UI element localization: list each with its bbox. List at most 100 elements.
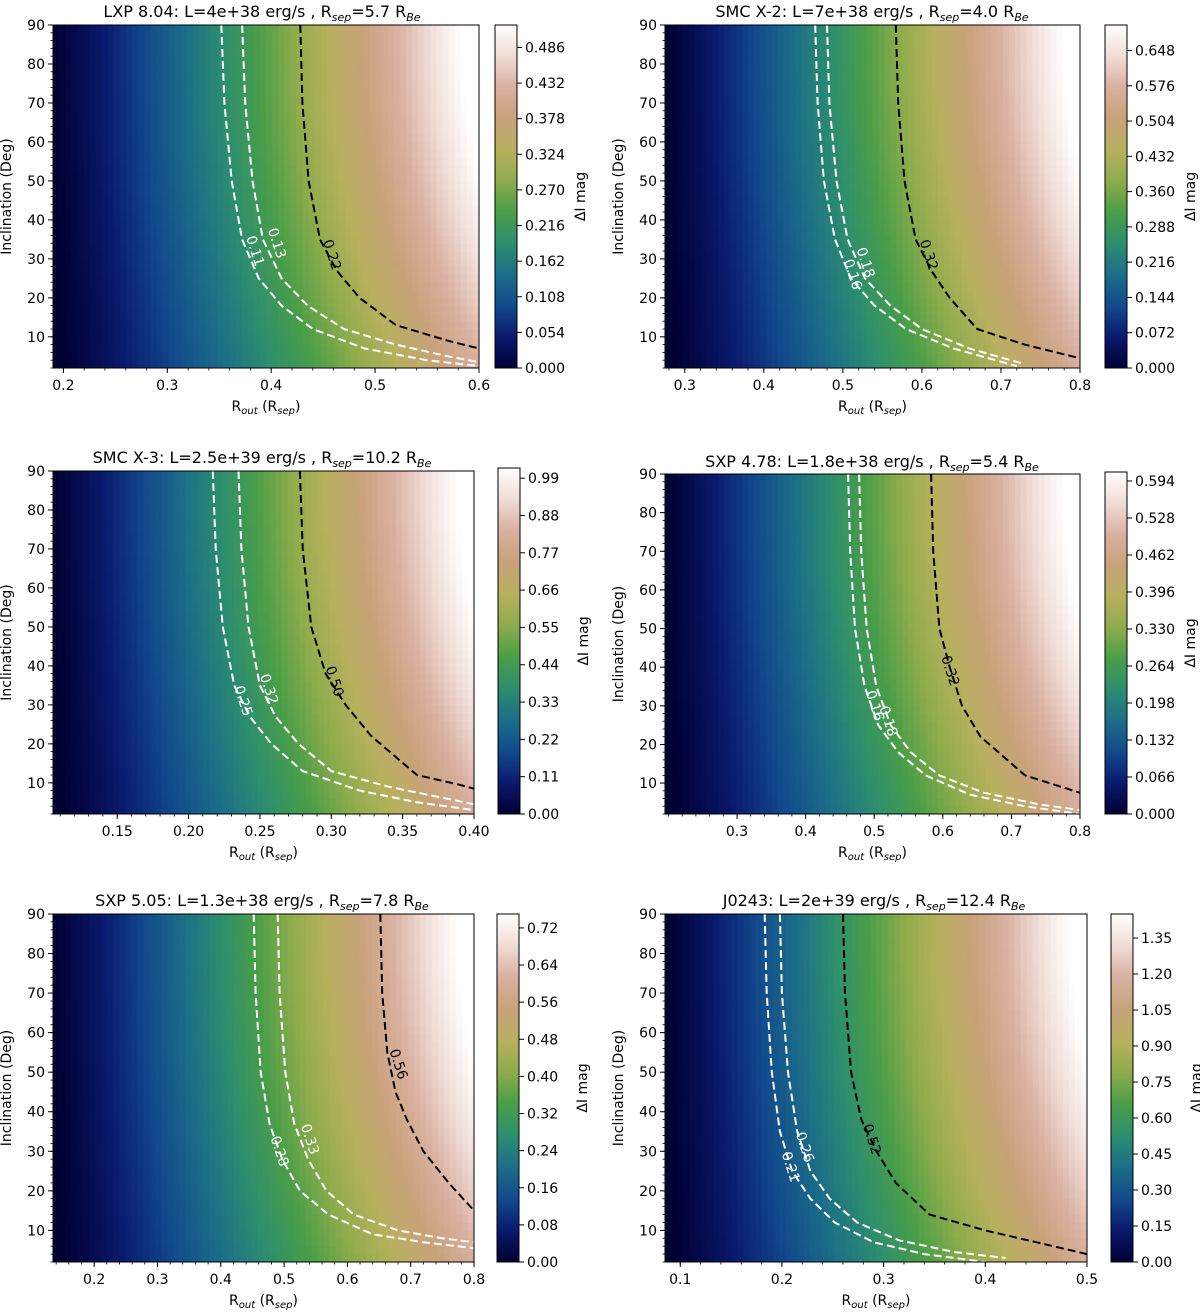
heatmap-cell bbox=[676, 266, 684, 276]
heatmap-cell bbox=[253, 102, 261, 112]
heatmap-cell bbox=[351, 321, 358, 330]
heatmap-cell bbox=[399, 48, 407, 57]
heatmap-cell bbox=[345, 274, 352, 283]
heatmap-cell bbox=[753, 157, 761, 166]
heatmap-cell bbox=[753, 321, 761, 330]
heatmap-cell bbox=[724, 305, 731, 315]
heatmap-cell bbox=[694, 313, 702, 322]
heatmap-cell bbox=[95, 71, 103, 81]
heatmap-cell bbox=[748, 313, 755, 322]
heatmap-cell bbox=[381, 126, 389, 135]
heatmap-cell bbox=[156, 297, 164, 307]
heatmap-cell bbox=[736, 180, 743, 190]
heatmap-cell bbox=[700, 95, 708, 104]
heatmap-cell bbox=[95, 63, 103, 73]
heatmap-image bbox=[53, 25, 479, 368]
heatmap-cell bbox=[771, 25, 779, 34]
heatmap-cell bbox=[211, 360, 218, 368]
heatmap-cell bbox=[235, 134, 243, 143]
heatmap-cell bbox=[351, 118, 358, 127]
heatmap-cell bbox=[706, 305, 714, 315]
heatmap-cell bbox=[186, 336, 194, 346]
heatmap-cell bbox=[472, 40, 479, 49]
heatmap-cell bbox=[742, 227, 749, 237]
heatmap-cell bbox=[736, 126, 743, 135]
heatmap-cell bbox=[430, 87, 437, 96]
heatmap-cell bbox=[150, 329, 158, 338]
heatmap-cell bbox=[387, 329, 395, 338]
heatmap-cell bbox=[665, 344, 672, 354]
heatmap-cell bbox=[848, 305, 856, 315]
heatmap-cell bbox=[59, 102, 66, 112]
heatmap-cell bbox=[783, 321, 791, 330]
heatmap-cell bbox=[223, 212, 231, 221]
heatmap-cell bbox=[199, 352, 206, 361]
heatmap-cell bbox=[801, 48, 808, 57]
heatmap-cell bbox=[339, 32, 346, 42]
heatmap-cell bbox=[59, 141, 66, 151]
heatmap-cell bbox=[235, 32, 243, 42]
heatmap-cell bbox=[399, 219, 407, 229]
heatmap-cell bbox=[748, 173, 755, 182]
heatmap-cell bbox=[345, 297, 352, 307]
heatmap-cell bbox=[332, 32, 340, 42]
heatmap-cell bbox=[253, 32, 261, 42]
heatmap-cell bbox=[712, 360, 719, 368]
heatmap-cell bbox=[119, 141, 127, 151]
heatmap-cell bbox=[748, 305, 755, 315]
heatmap-cell bbox=[454, 321, 462, 330]
heatmap-cell bbox=[742, 274, 749, 283]
heatmap-cell bbox=[59, 219, 66, 229]
heatmap-cell bbox=[860, 196, 868, 205]
heatmap-cell bbox=[53, 297, 60, 307]
heatmap-cell bbox=[375, 360, 383, 368]
heatmap-cell bbox=[665, 321, 672, 330]
heatmap-cell bbox=[284, 227, 291, 237]
heatmap-cell bbox=[430, 258, 437, 268]
heatmap-cell bbox=[736, 118, 743, 127]
heatmap-cell bbox=[454, 305, 462, 315]
heatmap-cell bbox=[454, 173, 462, 182]
heatmap-cell bbox=[217, 188, 224, 198]
heatmap-cell bbox=[694, 204, 702, 213]
heatmap-cell bbox=[259, 243, 267, 252]
heatmap-cell bbox=[113, 235, 121, 244]
heatmap-cell bbox=[854, 40, 862, 49]
heatmap-cell bbox=[284, 95, 291, 104]
heatmap-cell bbox=[670, 165, 678, 174]
heatmap-cell bbox=[454, 243, 462, 252]
heatmap-cell bbox=[418, 141, 425, 151]
heatmap-cell bbox=[890, 212, 897, 221]
heatmap-cell bbox=[266, 63, 273, 73]
heatmap-cell bbox=[363, 95, 371, 104]
heatmap-cell bbox=[339, 274, 346, 283]
heatmap-cell bbox=[718, 95, 725, 104]
heatmap-cell bbox=[753, 118, 761, 127]
heatmap-cell bbox=[53, 32, 60, 42]
heatmap-cell bbox=[819, 212, 826, 221]
heatmap-cell bbox=[259, 149, 267, 159]
heatmap-cell bbox=[771, 157, 779, 166]
heatmap-cell bbox=[424, 258, 431, 268]
heatmap-cell bbox=[71, 290, 78, 299]
heatmap-cell bbox=[807, 196, 814, 205]
heatmap-cell bbox=[168, 79, 176, 88]
heatmap-cell bbox=[819, 87, 826, 96]
heatmap-cell bbox=[363, 235, 371, 244]
heatmap-cell bbox=[357, 56, 364, 65]
heatmap-cell bbox=[777, 297, 785, 307]
heatmap-cell bbox=[235, 305, 243, 315]
heatmap-cell bbox=[442, 282, 450, 291]
heatmap-cell bbox=[436, 204, 444, 213]
heatmap-cell bbox=[113, 266, 121, 276]
heatmap-cell bbox=[77, 87, 85, 96]
heatmap-cell bbox=[783, 79, 791, 88]
heatmap-cell bbox=[436, 56, 444, 65]
heatmap-cell bbox=[235, 40, 243, 49]
heatmap-cell bbox=[688, 290, 696, 299]
heatmap-cell bbox=[363, 25, 371, 34]
heatmap-cell bbox=[211, 258, 218, 268]
heatmap-cell bbox=[223, 149, 231, 159]
heatmap-cell bbox=[229, 227, 237, 237]
heatmap-cell bbox=[454, 235, 462, 244]
